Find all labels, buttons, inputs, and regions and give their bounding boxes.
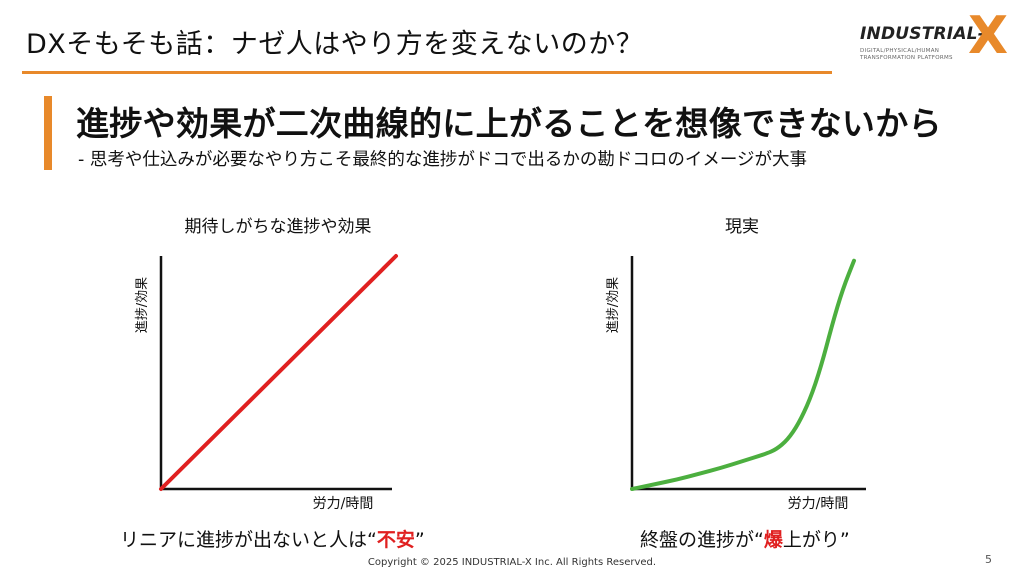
- right-chart-y-label: 進捗/効果: [606, 277, 621, 333]
- right-chart-series-line: [630, 258, 856, 491]
- copyright: Copyright © 2025 INDUSTRIAL-X Inc. All R…: [367, 557, 657, 568]
- logo-x-mark: X: [968, 6, 1009, 66]
- left-chart: 進捗/効果 労力/時間: [135, 254, 398, 512]
- right-chart: 進捗/効果 労力/時間: [606, 256, 866, 512]
- headline-accent-bar: [44, 96, 52, 170]
- logo-tagline-line-1: DIGITAL/PHYSICAL/HUMAN: [860, 48, 940, 54]
- logo-tagline-line-2: TRANSFORMATION PLATFORMS: [860, 55, 953, 61]
- right-chart-x-label: 労力/時間: [788, 496, 849, 512]
- left-chart-title: 期待しがちな進捗や効果: [184, 217, 372, 237]
- headline: 進捗や効果が二次曲線的に上がることを想像できないから: [76, 104, 942, 143]
- left-caption-emphasis: 不安: [376, 529, 415, 551]
- right-caption-prefix: 終盤の進捗が“: [640, 529, 764, 551]
- left-caption-suffix: ”: [414, 529, 425, 551]
- left-chart-y-label: 進捗/効果: [135, 277, 150, 333]
- right-caption-suffix: 上がり”: [782, 529, 850, 551]
- logo-tagline: DIGITAL/PHYSICAL/HUMAN TRANSFORMATION PL…: [860, 48, 972, 62]
- slide-title: DXそもそも話：ナゼ人はやり方を変えないのか？: [26, 29, 644, 60]
- subline: - 思考や仕込みが必要なやり方こそ最終的な進捗がドコで出るかの勘ドコロのイメージ…: [78, 150, 808, 170]
- right-caption: 終盤の進捗が“爆上がり”: [640, 525, 850, 552]
- right-caption-emphasis: 爆: [763, 529, 783, 551]
- left-chart-x-label: 労力/時間: [313, 496, 374, 512]
- logo-wordmark: INDUSTRIAL-: [860, 24, 985, 44]
- left-caption: リニアに進捗が出ないと人は“不安”: [120, 525, 425, 552]
- page-number: 5: [985, 553, 992, 566]
- industrial-x-logo: INDUSTRIAL- X DIGITAL/PHYSICAL/HUMAN TRA…: [852, 10, 1012, 70]
- left-caption-prefix: リニアに進捗が出ないと人は“: [120, 529, 377, 551]
- right-chart-title: 現実: [725, 217, 759, 237]
- title-rule: [22, 71, 832, 74]
- left-chart-series-line: [159, 254, 398, 491]
